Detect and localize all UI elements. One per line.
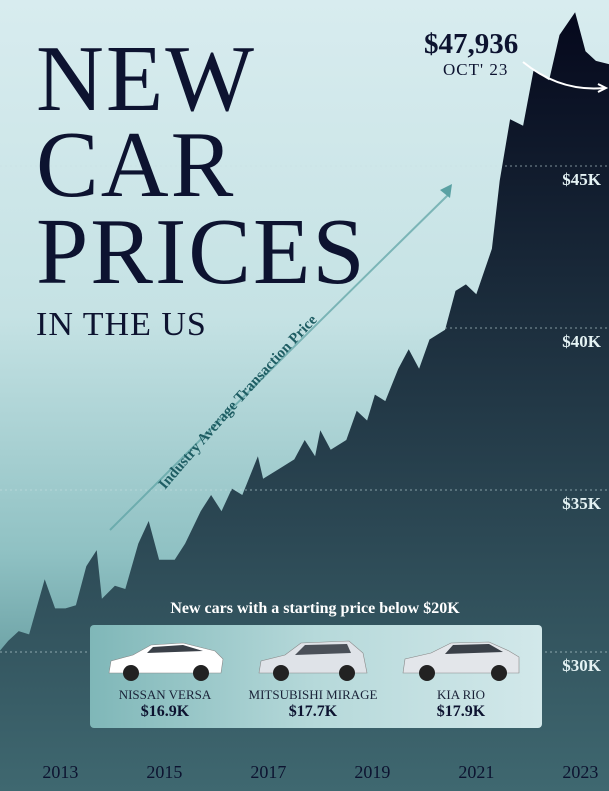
title-line: NEW: [36, 27, 257, 131]
car-card: KIA RIO $17.9K: [391, 635, 531, 721]
cars-panel: NISSAN VERSA $16.9K MITSUBISHI MIRAGE $1…: [90, 625, 542, 728]
car-price: $17.7K: [288, 703, 338, 720]
car-image: [402, 641, 520, 681]
car-name: MITSUBISHI MIRAGE: [248, 687, 378, 702]
y-tick-label: $40K: [562, 332, 601, 351]
car-card: MITSUBISHI MIRAGE $17.7K: [243, 635, 383, 721]
title-line: CAR: [36, 113, 236, 218]
x-tick-label: 2019: [354, 762, 391, 782]
car-image: [258, 640, 368, 681]
annotation-value: $47,936: [424, 28, 519, 60]
car-name: NISSAN VERSA: [118, 687, 212, 702]
price-area: [0, 12, 609, 791]
panel-title: New cars with a starting price below $20…: [170, 600, 460, 617]
annotation-arrowhead: [597, 83, 609, 93]
y-tick-label: $30K: [562, 656, 601, 675]
car-price: $16.9K: [140, 703, 190, 720]
trend-arrowhead: [440, 184, 452, 198]
x-tick-label: 2013: [42, 762, 79, 782]
car-name: KIA RIO: [436, 687, 486, 702]
annotation-date: OCT' 23: [443, 60, 509, 79]
x-tick-label: 2023: [562, 762, 599, 782]
x-tick-label: 2015: [146, 762, 183, 782]
car-image: [108, 642, 224, 681]
x-tick-label: 2021: [458, 762, 495, 782]
annotation-arrow: [522, 61, 605, 90]
y-tick-label: $35K: [562, 494, 601, 513]
car-card: NISSAN VERSA $16.9K: [95, 635, 235, 721]
y-tick-label: $45K: [562, 170, 601, 189]
page-title: NEW CAR PRICES IN THE US: [36, 27, 367, 344]
car-price: $17.9K: [436, 703, 486, 720]
trend-arrow: [109, 194, 449, 531]
x-tick-label: 2017: [250, 762, 287, 782]
title-line: PRICES: [36, 199, 367, 304]
title-subline: IN THE US: [36, 306, 207, 344]
